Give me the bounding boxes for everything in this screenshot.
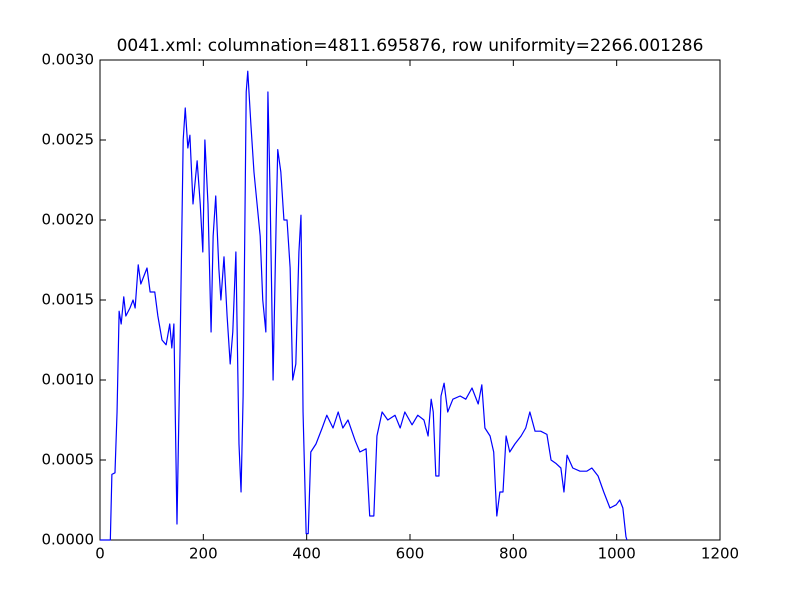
y-tick-label: 0.0020 <box>42 211 95 229</box>
data-line <box>100 70 628 541</box>
plot-frame <box>99 59 721 541</box>
x-tick-label: 1200 <box>701 545 739 563</box>
x-tick-label: 1000 <box>598 545 636 563</box>
y-tick-label: 0.0005 <box>42 451 95 469</box>
y-tick-label: 0.0015 <box>42 291 95 309</box>
y-tick-label: 0.0025 <box>42 131 95 149</box>
x-tick-label: 400 <box>292 545 321 563</box>
x-tick-label: 600 <box>396 545 425 563</box>
y-tick-label: 0.0030 <box>42 51 95 69</box>
x-tick-label: 0 <box>95 545 105 563</box>
x-tick-label: 800 <box>499 545 528 563</box>
chart-title: 0041.xml: columnation=4811.695876, row u… <box>117 36 704 56</box>
x-tick-label: 200 <box>189 545 218 563</box>
y-tick-label: 0.0000 <box>42 531 95 549</box>
y-tick-label: 0.0010 <box>42 371 95 389</box>
